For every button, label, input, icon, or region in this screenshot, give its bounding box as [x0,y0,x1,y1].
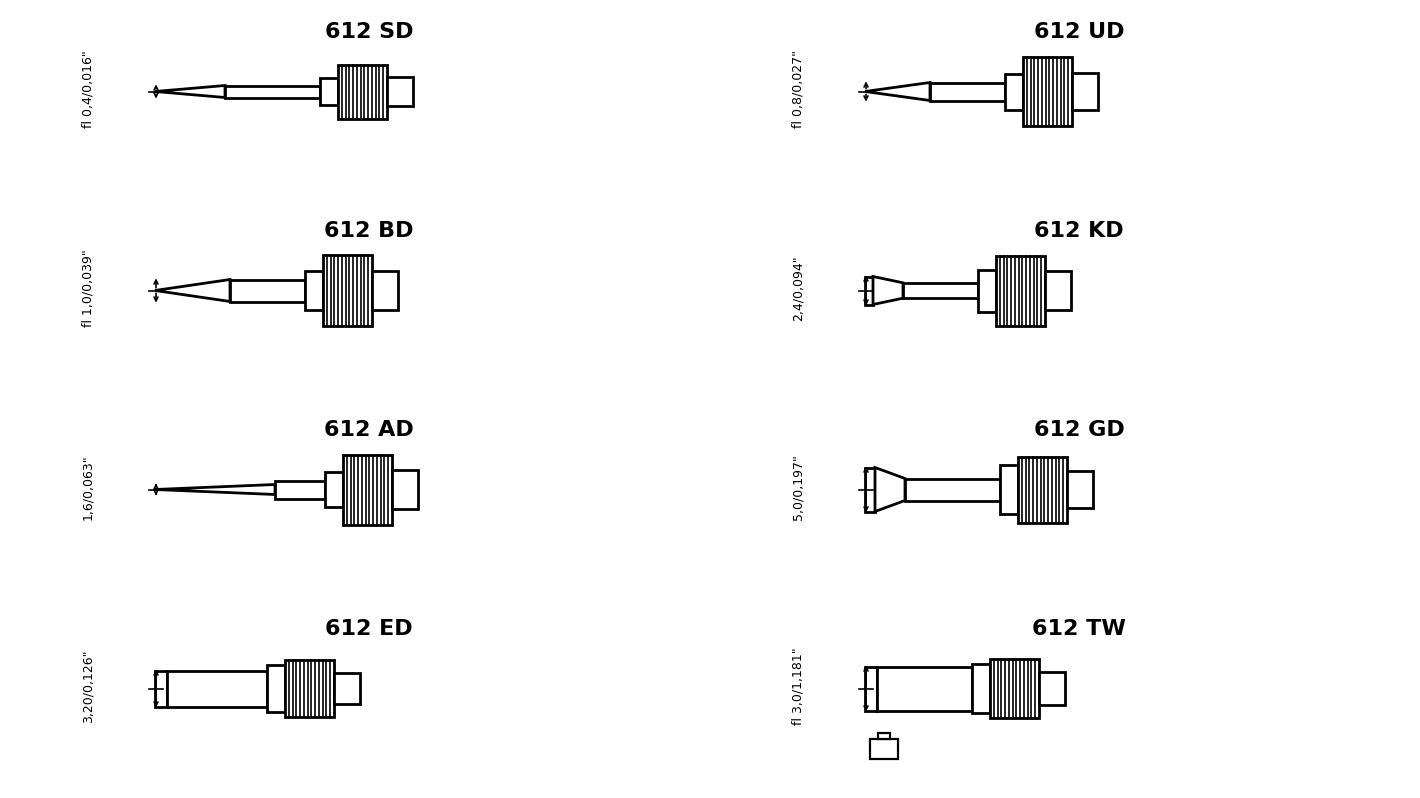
Bar [1000,465,1018,514]
Polygon shape [155,484,275,495]
Bar [905,479,1000,500]
Polygon shape [875,468,905,512]
Text: 5,0/0,197": 5,0/0,197" [791,455,805,520]
Polygon shape [155,279,230,302]
Text: 612 ED: 612 ED [325,619,413,639]
Bar [305,271,322,310]
Bar [870,738,897,759]
Text: 2,4/0,094": 2,4/0,094" [791,255,805,322]
Bar [386,77,413,106]
Bar [1045,271,1071,310]
Bar [1072,73,1098,110]
Bar [320,78,338,105]
Text: 612 AD: 612 AD [324,420,415,440]
Bar [322,255,372,326]
Polygon shape [873,276,903,305]
Bar [865,666,878,710]
Bar [878,733,890,738]
Text: fl 0,4/0,016": fl 0,4/0,016" [81,50,95,128]
Bar [372,271,398,310]
Polygon shape [155,85,224,97]
Bar [1039,672,1065,705]
Bar [338,65,386,118]
Bar [267,665,285,712]
Text: 612 UD: 612 UD [1034,22,1125,42]
Bar [995,255,1045,326]
Bar [334,673,361,705]
Bar [930,82,1005,101]
Bar [285,660,334,717]
Bar [392,470,417,509]
Bar [878,666,973,710]
Bar [1005,73,1022,109]
Text: 612 BD: 612 BD [324,221,415,241]
Bar [990,659,1039,718]
Text: 612 TW: 612 TW [1032,619,1126,639]
Bar [1022,57,1072,126]
Bar [978,270,995,311]
Text: 612 SD: 612 SD [325,22,413,42]
Bar [168,670,267,706]
Text: 1,6/0,063": 1,6/0,063" [81,455,95,520]
Bar [1066,472,1093,508]
Text: 612 KD: 612 KD [1034,221,1125,241]
Text: fl 0,8/0,027": fl 0,8/0,027" [791,50,805,128]
Bar [325,472,344,507]
Bar [865,276,873,305]
Text: fl 1,0/0,039": fl 1,0/0,039" [81,250,95,327]
Bar [973,664,990,713]
Polygon shape [865,82,930,101]
Bar [1018,456,1066,523]
Bar [155,670,168,706]
Bar [230,279,305,302]
Bar [903,282,978,298]
Bar [865,468,875,512]
Bar [224,85,320,97]
Bar [344,455,392,524]
Text: 612 GD: 612 GD [1034,420,1125,440]
Bar [275,480,325,499]
Text: 3,20/0,126": 3,20/0,126" [81,650,95,723]
Text: fl 3,0/1,181": fl 3,0/1,181" [791,648,805,725]
